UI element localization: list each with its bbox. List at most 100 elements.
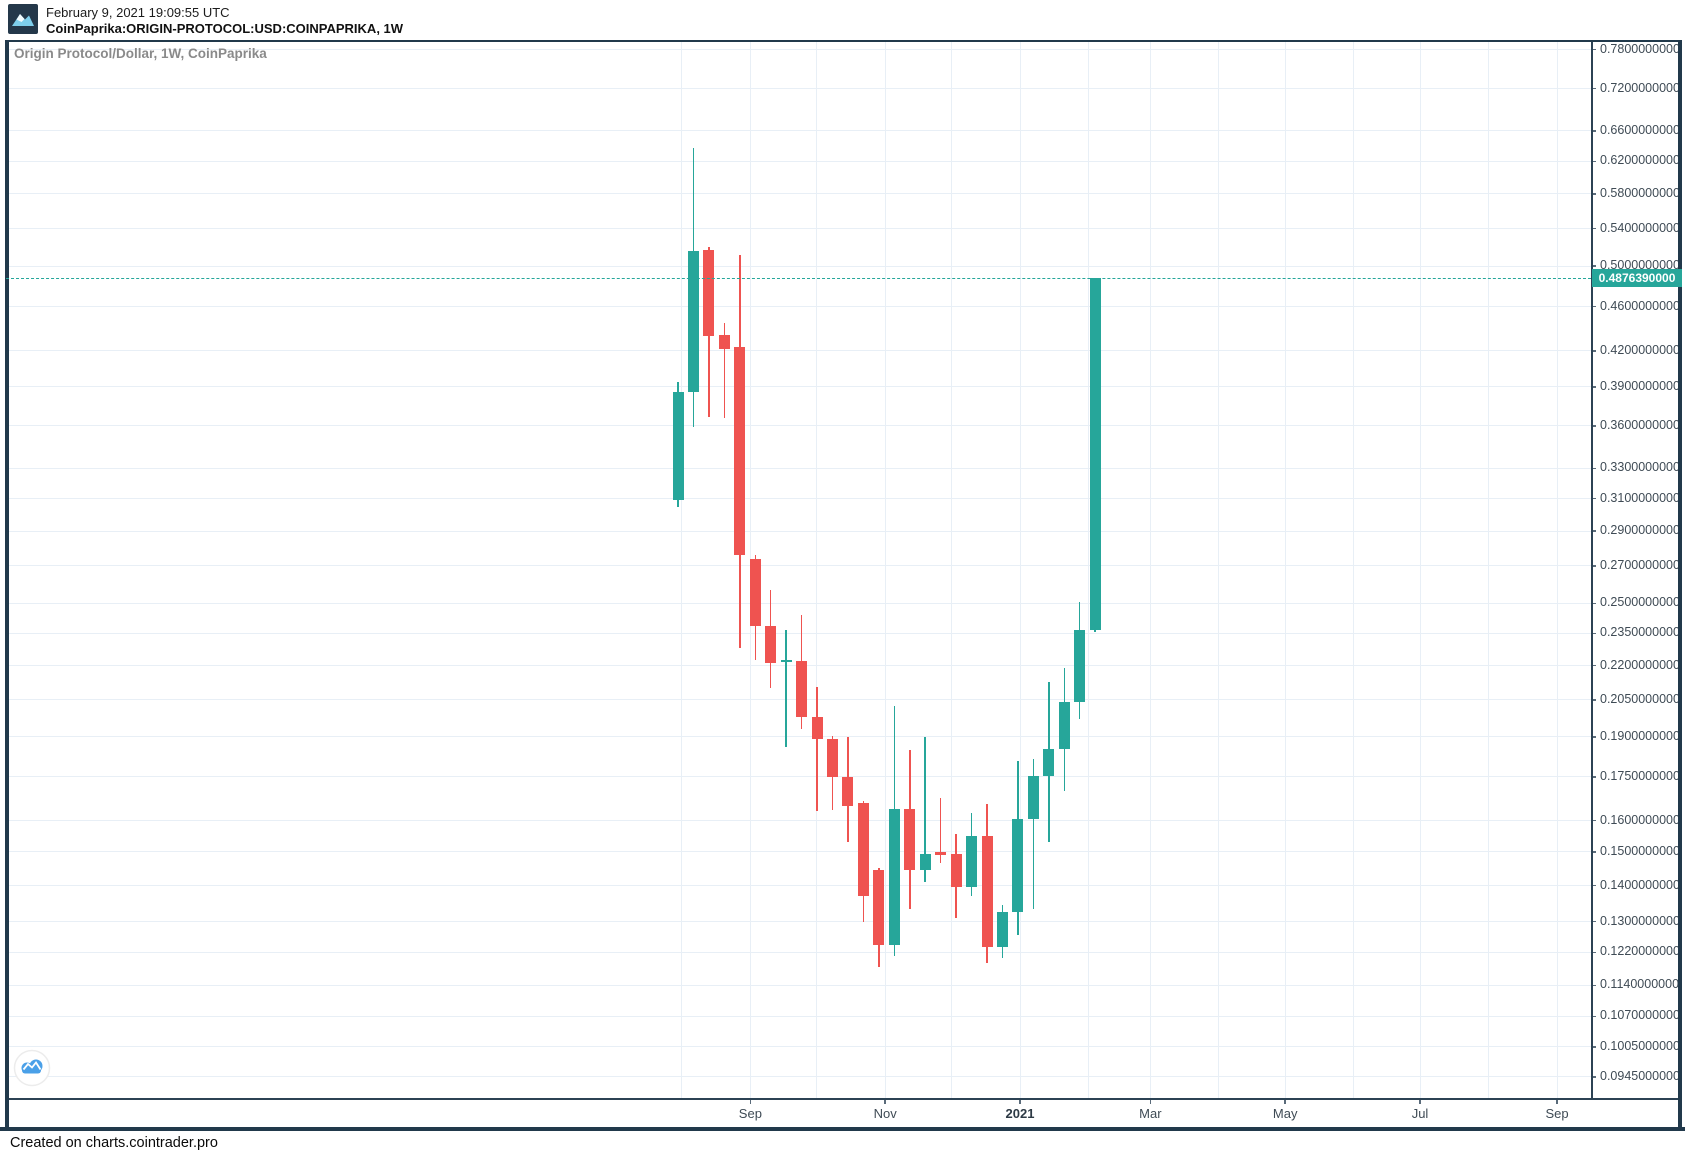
v-gridline	[1088, 41, 1089, 1098]
bottom-border	[0, 1127, 1685, 1131]
candle-body-up	[1027, 775, 1039, 819]
v-gridline	[681, 41, 683, 1098]
candle-body-down	[703, 249, 715, 337]
candle-body-up	[1074, 630, 1086, 703]
price-tick-label: 0.7800000000	[1600, 41, 1680, 56]
price-tick	[1591, 819, 1596, 822]
v-gridline	[1218, 41, 1220, 1098]
price-tick-label: 0.6600000000	[1600, 122, 1680, 137]
v-gridline	[950, 41, 952, 1098]
v-gridline	[1419, 41, 1421, 1098]
price-tick-label: 0.3900000000	[1600, 378, 1680, 393]
candle-wick-down	[939, 798, 942, 864]
price-tick	[1591, 227, 1596, 230]
h-gridline	[6, 228, 1591, 230]
candle-wick-up	[785, 630, 787, 748]
time-tick	[1556, 1098, 1558, 1104]
time-tick-label: Nov	[873, 1106, 897, 1121]
time-axis[interactable]: Sep Nov 2021 Mar May Jul Sep	[0, 1098, 1685, 1126]
h-gridline	[6, 88, 1591, 90]
h-gridline	[6, 565, 1591, 567]
price-tick	[1591, 530, 1596, 532]
footer-credit: Created on charts.cointrader.pro	[10, 1135, 218, 1151]
time-tick	[749, 1098, 752, 1104]
v-gridline	[1019, 41, 1021, 1098]
price-tick	[1591, 160, 1596, 163]
h-gridline	[6, 776, 1591, 778]
price-tick	[1591, 130, 1596, 132]
right-border	[1678, 41, 1682, 1131]
price-tick	[1591, 265, 1596, 267]
price-tick-label: 0.2350000000	[1600, 625, 1680, 640]
candle-body-up	[888, 808, 900, 945]
price-tick-label: 0.6200000000	[1600, 153, 1680, 168]
price-tick	[1591, 305, 1596, 308]
symbol-title: CoinPaprika:ORIGIN-PROTOCOL:USD:COINPAPR…	[46, 21, 404, 36]
v-gridline	[1149, 41, 1151, 1098]
price-tick-label: 0.2200000000	[1600, 657, 1680, 672]
price-tick-label: 0.1070000000	[1600, 1008, 1680, 1023]
h-gridline	[6, 530, 1591, 532]
price-tick-label: 0.5000000000	[1600, 258, 1680, 273]
price-tick	[1591, 920, 1596, 923]
price-tick-label: 0.2700000000	[1600, 557, 1680, 572]
time-tick	[1284, 1098, 1286, 1104]
v-gridline	[1488, 41, 1490, 1098]
price-tick	[1591, 87, 1596, 90]
candle-body-down	[765, 626, 777, 664]
price-tick	[1591, 497, 1596, 500]
h-gridline	[6, 160, 1591, 162]
plot-area[interactable]: Origin Protocol/Dollar, 1W, CoinPaprika	[6, 41, 1591, 1098]
h-gridline	[6, 736, 1591, 738]
candle-body-down	[811, 716, 823, 740]
h-gridline	[6, 193, 1591, 195]
price-tick-label: 0.7200000000	[1600, 80, 1680, 95]
candle-wick-up	[924, 736, 926, 883]
candle-body-down	[857, 802, 869, 897]
candle-body-down	[842, 776, 854, 806]
h-gridline	[6, 632, 1591, 634]
v-gridline	[1556, 41, 1558, 1098]
time-tick	[1149, 1098, 1152, 1104]
current-price-line	[6, 278, 1591, 280]
price-tick	[1591, 776, 1596, 778]
h-gridline	[6, 498, 1591, 500]
v-gridline	[884, 41, 886, 1098]
price-tick	[1591, 851, 1596, 853]
price-tick-label: 0.1600000000	[1600, 812, 1680, 827]
h-gridline	[6, 130, 1591, 132]
candle-wick-down	[723, 322, 726, 418]
v-gridline	[1353, 41, 1355, 1098]
candle-body-up	[1089, 278, 1101, 631]
price-axis[interactable]: 0.7800000000 0.7200000000 0.6600000000 0.62…	[1591, 41, 1685, 1098]
time-tick	[884, 1098, 886, 1104]
price-tick-label: 0.4600000000	[1600, 298, 1680, 313]
candle-body-down	[734, 347, 746, 556]
h-gridline	[6, 467, 1591, 469]
v-gridline	[816, 41, 818, 1098]
price-tick-label: 0.5400000000	[1600, 220, 1680, 235]
price-tick	[1591, 632, 1596, 635]
v-gridline	[1284, 41, 1286, 1098]
h-gridline	[6, 265, 1591, 267]
h-gridline	[6, 425, 1591, 427]
current-price-box: 0.4876390000	[1592, 269, 1682, 288]
h-gridline	[6, 885, 1591, 886]
timestamp: February 9, 2021 19:09:55 UTC	[46, 5, 230, 20]
current-price-label: 0.4876390000	[1598, 271, 1676, 286]
candle-body-up	[1058, 702, 1070, 749]
price-tick	[1591, 602, 1596, 605]
candle-body-up	[996, 912, 1008, 947]
candle-wick-up	[1032, 759, 1035, 909]
candle-wick-down	[816, 687, 818, 812]
h-gridline	[6, 49, 1591, 51]
time-tick-label: Jul	[1411, 1106, 1429, 1121]
price-tick	[1591, 193, 1596, 195]
candle-body-down	[827, 739, 838, 777]
price-tick	[1591, 1046, 1596, 1048]
top-border	[5, 40, 1682, 42]
candle-body-up	[1043, 748, 1055, 776]
price-tick-label: 0.2900000000	[1600, 523, 1680, 538]
price-tick-label: 0.0945000000	[1600, 1068, 1680, 1083]
price-tick	[1591, 984, 1596, 987]
